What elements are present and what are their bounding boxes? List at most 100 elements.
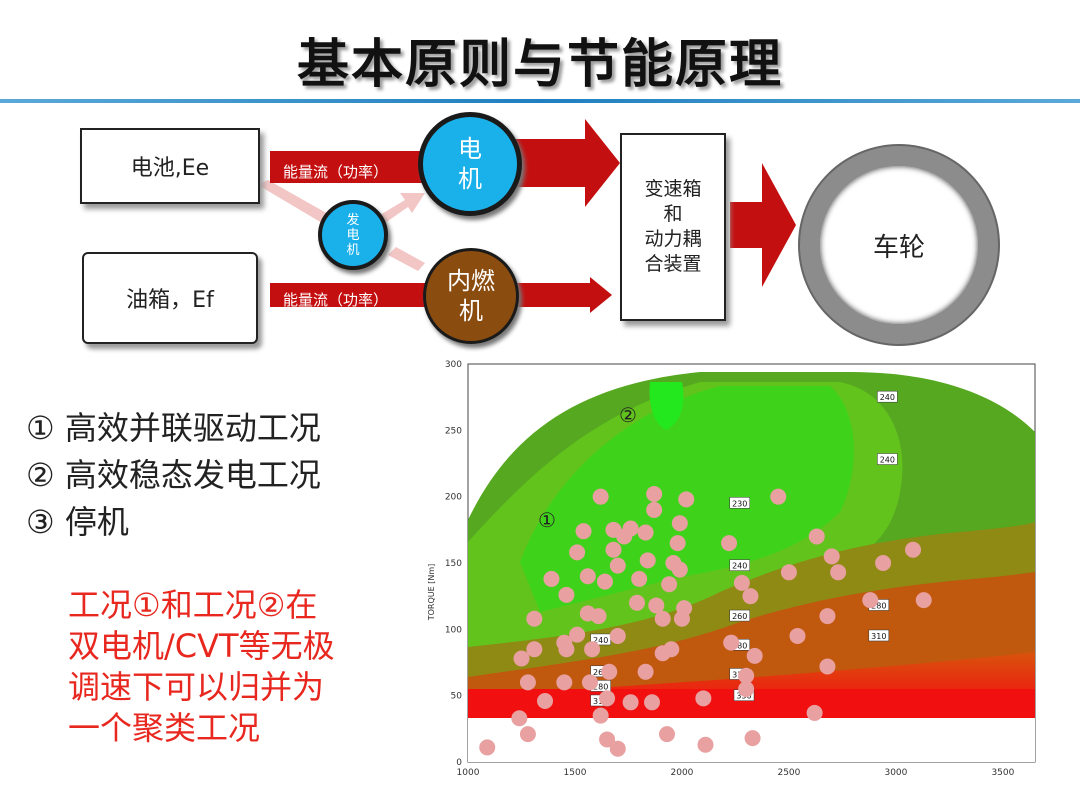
- marker-1: ①: [538, 508, 556, 532]
- svg-text:260: 260: [593, 668, 608, 677]
- operating-point: [569, 544, 586, 561]
- points-group: [479, 486, 932, 757]
- operating-point: [678, 491, 695, 508]
- operating-point: [733, 574, 750, 591]
- operating-point: [609, 557, 626, 574]
- operating-point: [637, 663, 654, 680]
- operating-point: [605, 541, 622, 558]
- x-tick-label: 1500: [564, 768, 587, 778]
- operating-point: [584, 641, 601, 658]
- motor-circle: 电 机: [418, 112, 522, 216]
- operating-point: [744, 730, 761, 747]
- gearbox-to-wheel-arrow: [730, 163, 796, 287]
- operating-point: [609, 627, 626, 644]
- operating-point: [526, 610, 543, 627]
- mode-item-2: ② 高效稳态发电工况: [26, 456, 321, 494]
- operating-point: [526, 641, 543, 658]
- operating-point: [661, 576, 678, 593]
- operating-point: [746, 647, 763, 664]
- operating-point: [738, 667, 755, 684]
- wheel-graphic: 车轮: [800, 146, 998, 344]
- operating-point: [599, 690, 616, 707]
- svg-text:230: 230: [732, 499, 747, 508]
- operating-point: [592, 488, 609, 505]
- operating-point: [770, 488, 787, 505]
- fuel-tank-box: 油箱，Ef: [82, 252, 258, 344]
- operating-point: [830, 564, 847, 581]
- top-flow-label: 能量流（功率）: [283, 163, 389, 181]
- y-tick-label: 250: [445, 426, 462, 436]
- operating-point: [590, 608, 607, 625]
- x-tick-label: 2500: [777, 768, 800, 778]
- operating-point: [665, 555, 682, 571]
- engine-label: 内燃 机: [447, 267, 495, 325]
- contour-label: 230: [729, 497, 750, 509]
- operating-point: [622, 694, 639, 711]
- operating-point: [558, 586, 575, 603]
- marker-2: ②: [619, 403, 637, 427]
- y-tick-label: 150: [445, 559, 462, 569]
- x-tick-label: 2000: [671, 768, 694, 778]
- y-tick-label: 300: [445, 360, 462, 370]
- top-flow-arrow-shaft: [270, 151, 445, 183]
- title-divider: [0, 99, 1080, 103]
- y-tick-label: 200: [445, 493, 462, 503]
- contour-label: 260: [729, 609, 750, 622]
- operating-point: [543, 570, 560, 587]
- operating-point: [556, 674, 573, 691]
- operating-point: [579, 568, 596, 585]
- svg-text:240: 240: [880, 393, 895, 402]
- contour-label: 240: [877, 390, 898, 403]
- operating-point: [671, 515, 688, 532]
- operating-point: [519, 726, 536, 743]
- generator-circle: 发 电 机: [318, 200, 388, 270]
- operating-point: [637, 524, 654, 541]
- engine-circle: 内燃 机: [423, 248, 519, 344]
- efficiency-map-chart: 1000 1500 2000 2500 3000 3500 0 50 100 150 200 250 3…: [427, 360, 1036, 778]
- operating-point: [513, 650, 530, 667]
- note-line-1: 工况①和工况②在: [68, 586, 318, 624]
- operating-point: [601, 663, 618, 680]
- svg-text:280: 280: [732, 641, 747, 650]
- svg-text:240: 240: [732, 562, 747, 571]
- svg-text:260: 260: [732, 612, 747, 621]
- operating-point: [697, 736, 714, 753]
- motor-to-gearbox-arrow: [515, 119, 620, 207]
- svg-text:310: 310: [871, 632, 886, 641]
- y-axis-label: TORQUE [Nm]: [427, 564, 436, 622]
- operating-point: [479, 739, 496, 756]
- operating-point: [569, 626, 586, 643]
- operating-point: [819, 608, 836, 625]
- bottom-flow-label: 能量流（功率）: [283, 291, 389, 309]
- operating-point: [823, 548, 840, 565]
- note-line-4: 一个聚类工况: [68, 709, 261, 747]
- operating-point: [599, 731, 616, 748]
- cluster-note: 工况①和工况②在 双电机/CVT等无极 调速下可以归并为 一个聚类工况: [68, 585, 335, 749]
- page-title: 基本原则与节能原理: [296, 35, 783, 95]
- mode-item-1: ① 高效并联驱动工况: [26, 409, 321, 447]
- gearbox-label: 变速箱 和 动力耦 合装置: [644, 178, 702, 275]
- operating-point: [646, 486, 663, 503]
- operating-point: [875, 555, 892, 571]
- operating-point: [629, 594, 646, 611]
- mode-item-3: ③ 停机: [26, 503, 129, 541]
- svg-text:240: 240: [593, 636, 608, 645]
- gearbox-box: 变速箱 和 动力耦 合装置: [620, 133, 726, 321]
- battery-label: 电池,Ee: [130, 156, 210, 181]
- operating-point: [721, 535, 738, 552]
- operating-point: [519, 674, 536, 691]
- operating-point: [648, 597, 665, 614]
- generator-to-engine-connector: [388, 247, 425, 271]
- operating-point: [592, 707, 609, 724]
- battery-box: 电池,Ee: [80, 128, 260, 204]
- operating-point: [806, 704, 823, 721]
- operating-point: [723, 634, 740, 651]
- generator-to-motor-connector: [380, 193, 425, 223]
- operating-point: [575, 523, 592, 540]
- band-peak-green: [649, 382, 684, 430]
- operating-point: [654, 610, 671, 627]
- svg-text:280: 280: [871, 601, 886, 610]
- operating-point: [511, 710, 528, 727]
- operating-point: [581, 674, 598, 691]
- operating-point: [644, 694, 661, 711]
